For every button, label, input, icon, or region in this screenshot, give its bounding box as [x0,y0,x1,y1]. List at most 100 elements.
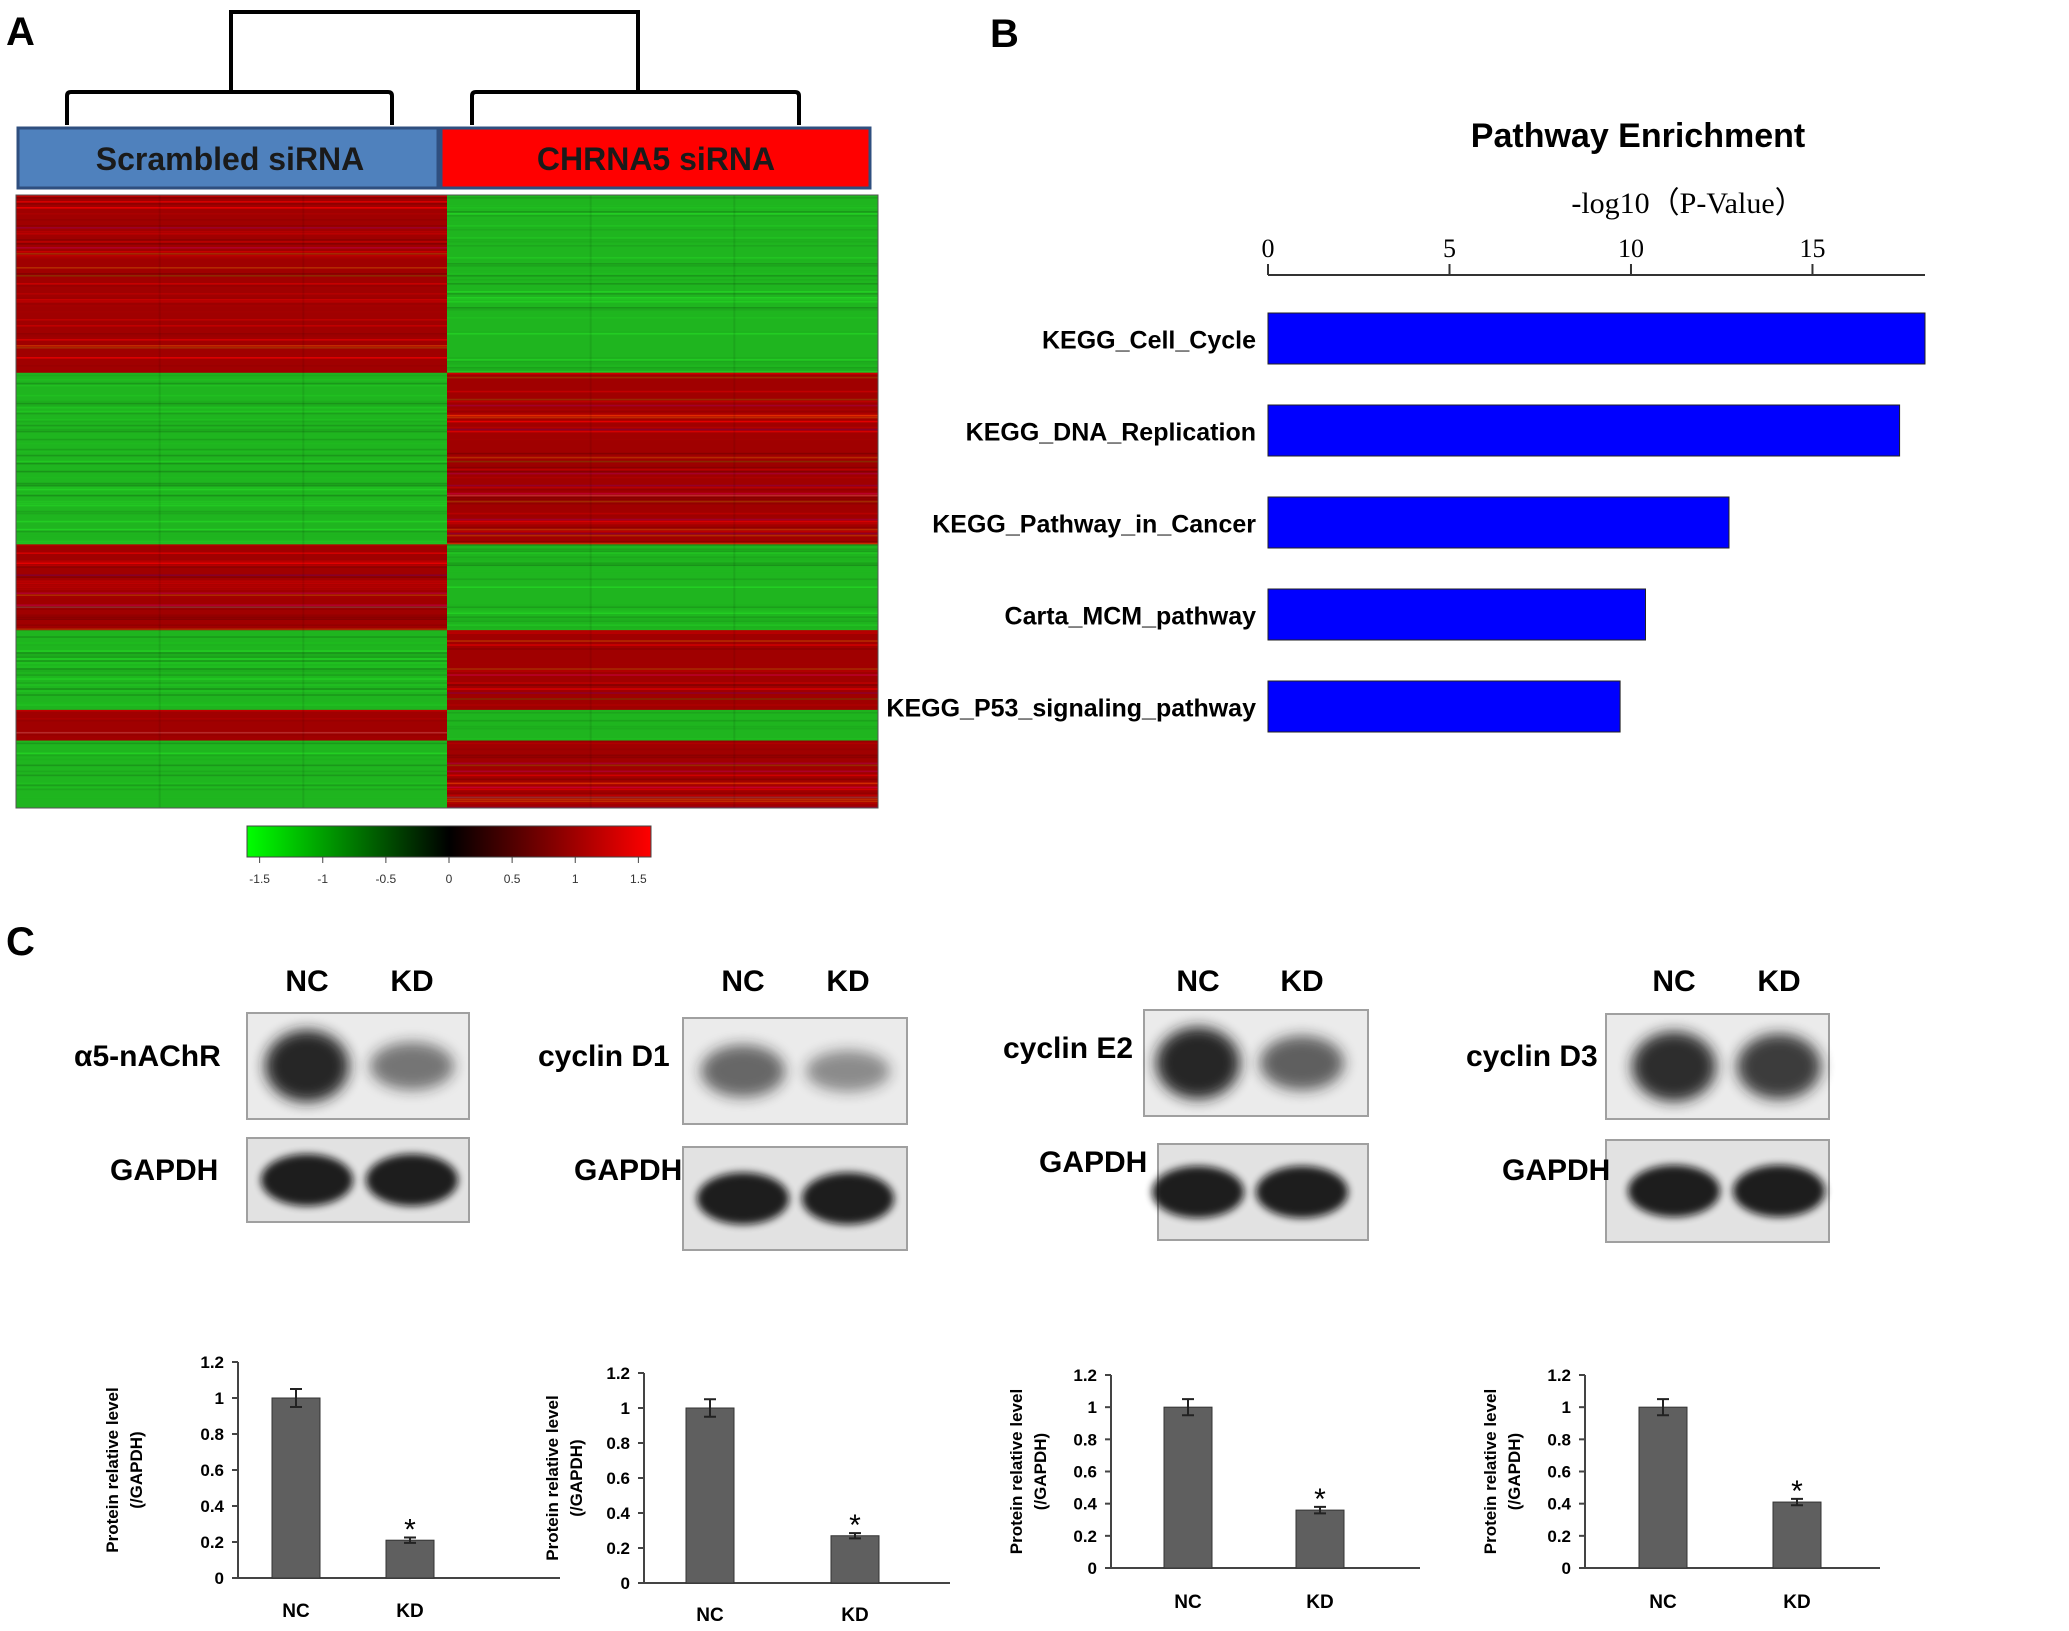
y-axis-label: Protein relative level [1481,1389,1500,1554]
heatmap-stripe [447,291,878,293]
colorbar [246,825,652,858]
blot-group: NC KD cyclin E2 GAPDH [1003,965,1369,1241]
heatmap-stripe [447,227,878,229]
y-axis-label: Protein relative level [103,1387,122,1552]
heatmap-stripe [16,618,447,621]
blot-group: NC KD cyclin D1 GAPDH [538,965,908,1251]
heatmap-stripe [447,532,878,535]
heatmap-stripe [16,536,447,539]
heatmap-stripe [16,636,447,638]
protein-chart: 0 0.2 0.4 0.6 0.8 1 1.2 Protein relative level (… [103,1353,560,1622]
heatmap-stripe [447,502,878,505]
heatmap-stripe [16,684,447,686]
y-tick-label: 1.2 [1073,1366,1097,1385]
error-bar [1791,1497,1803,1507]
heatmap-stripe [447,740,878,743]
heatmap-stripe [16,678,447,680]
pathway-title: Pathway Enrichment [1471,117,1805,155]
blot-lane-label: KD [1280,965,1323,998]
y-tick-label: 0.2 [1547,1527,1571,1546]
category-label: NC [1649,1592,1677,1613]
heatmap-stripe [447,195,878,197]
heatmap-stripe [16,504,447,507]
blot-target-label: cyclin D1 [538,1040,670,1073]
pathway-tick-label: 10 [1618,234,1644,263]
heatmap-stripe [447,606,878,609]
heatmap-stripe [447,357,878,359]
heatmap-stripe [16,796,447,799]
heatmap-stripe [16,719,447,722]
heatmap-stripe [447,709,878,712]
heatmap-stripe [447,241,878,243]
y-axis-label: (/GAPDH) [1031,1433,1050,1510]
heatmap-stripe [16,283,447,285]
heatmap-stripe [447,684,878,686]
heatmap-stripe [16,650,447,652]
error-bar [1657,1398,1669,1417]
heatmap-stripe [16,708,447,710]
y-tick-label: 0.4 [606,1504,630,1523]
heatmap-stripe [447,275,878,277]
heatmap-stripe [447,297,878,299]
pathway-category-label: KEGG_Cell_Cycle [1042,327,1256,355]
error-bar [1314,1505,1326,1515]
heatmap-stripe [447,317,878,319]
heatmap-stripe [447,806,878,809]
heatmap-block [16,740,878,809]
colorbar-tick-label: 0.5 [504,872,521,886]
blot-lane-label: KD [1757,965,1800,998]
heatmap-stripe [447,452,878,455]
heatmap-stripe [447,544,878,547]
heatmap-stripe [16,404,447,407]
y-tick-label: 0.2 [606,1539,630,1558]
heatmap-stripe [447,618,878,621]
heatmap-stripe [447,564,878,567]
heatmap-stripe [447,265,878,267]
heatmap-stripe [447,704,878,706]
y-tick-label: 0.4 [1547,1495,1571,1514]
heatmap-stripe [447,748,878,751]
y-tick-label: 1.2 [200,1353,224,1372]
heatmap-stripe [447,682,878,684]
heatmap-stripe [16,400,447,403]
heatmap-cell [447,709,878,742]
heatmap-stripe [447,644,878,646]
heatmap-stripe [16,674,447,676]
significance-marker: * [404,1514,416,1547]
heatmap-stripe [16,758,447,761]
heatmap-stripe [16,668,447,670]
heatmap-block [16,709,878,742]
heatmap-block [16,630,878,711]
heatmap-stripe [16,616,447,619]
pathway-tick-label: 5 [1443,234,1456,263]
heatmap-stripe [16,382,447,385]
heatmap-stripe [16,654,447,656]
heatmap-stripe [16,267,447,269]
heatmap-stripe [447,737,878,740]
heatmap-stripe [447,416,878,419]
western-blots: NC KD α5-nAChR GAPDH NC KD cyclin D1 GAPDH NC KD c… [74,965,1830,1251]
protein-chart: 0 0.2 0.4 0.6 0.8 1 1.2 Protein relative level (… [1007,1366,1420,1613]
heatmap-stripe [447,237,878,239]
heatmap-stripe [16,564,447,567]
y-tick-label: 0.8 [1073,1430,1097,1449]
heatmap-stripe [447,456,878,459]
heatmap-stripe [16,586,447,589]
blot-loading-label: GAPDH [1502,1154,1610,1187]
heatmap-stripe [16,688,447,690]
heatmap-stripe [16,357,447,359]
heatmap-frame [15,194,879,809]
heatmap-stripe [16,562,447,565]
blot-lane-label: KD [826,965,869,998]
heatmap-stripe [16,580,447,583]
heatmap-stripe [16,731,447,734]
blot-lane-label: KD [390,965,433,998]
heatmap-stripe [16,764,447,767]
heatmap-stripe [447,784,878,787]
y-axis-label: (/GAPDH) [567,1439,586,1516]
heatmap-stripe [16,486,447,489]
y-tick-label: 0.6 [200,1461,224,1480]
heatmap-stripe [447,786,878,789]
heatmap-stripe [16,752,447,755]
heatmap-stripe [16,664,447,666]
